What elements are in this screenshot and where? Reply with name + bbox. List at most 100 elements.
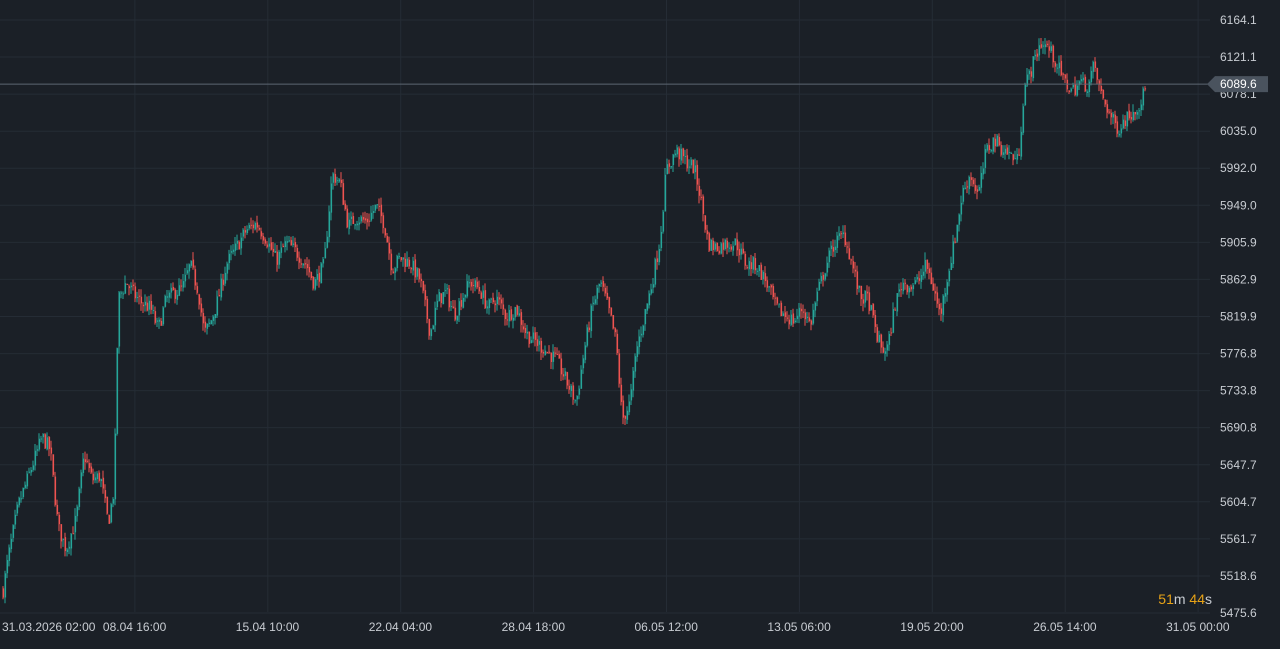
candle-body: [862, 299, 865, 304]
candle-body: [256, 222, 259, 228]
candle-body: [28, 471, 31, 473]
candle-body: [920, 274, 923, 282]
candle-body: [418, 269, 421, 280]
candle-body: [334, 174, 337, 183]
candle-body: [622, 400, 625, 418]
candle-body: [326, 236, 329, 248]
candle-body: [970, 177, 973, 180]
candle-body: [512, 317, 515, 321]
candle-body: [948, 270, 951, 282]
candle-body: [286, 241, 289, 243]
candle-body: [712, 240, 715, 250]
candle-body: [376, 204, 379, 206]
candle-body: [1140, 104, 1143, 111]
candle-body: [656, 258, 659, 263]
candle-body: [1050, 46, 1053, 51]
timer-minutes: 51: [1158, 591, 1174, 607]
candle-body: [440, 293, 443, 304]
candle-body: [508, 310, 511, 322]
candle-body: [1118, 133, 1121, 136]
candle-body: [140, 296, 143, 304]
candle-body: [582, 358, 585, 369]
y-tick-label: 5518.6: [1220, 569, 1257, 583]
candle-body: [216, 296, 219, 316]
candle-body: [110, 504, 113, 523]
candle-body: [324, 248, 327, 259]
candle-body: [1018, 154, 1021, 156]
candle-body: [6, 560, 9, 574]
candle-body: [900, 289, 903, 291]
candle-body: [490, 298, 493, 300]
candle-body: [1000, 145, 1003, 155]
last-price-label: 6089.6: [1220, 77, 1257, 91]
candle-body: [414, 259, 417, 278]
candle-body: [534, 332, 537, 340]
y-tick-label: 6121.1: [1220, 50, 1257, 64]
candle-body: [578, 388, 581, 395]
candle-body: [98, 472, 101, 481]
candle-body: [984, 149, 987, 168]
candle-body: [802, 311, 805, 313]
candle-body: [144, 301, 147, 306]
candle-body: [710, 239, 713, 251]
candle-body: [380, 204, 383, 217]
candle-body: [1116, 121, 1119, 134]
candle-body: [568, 385, 571, 390]
candle-body: [498, 297, 501, 300]
candle-body: [1042, 45, 1045, 47]
candle-body: [38, 438, 41, 450]
candle-body: [548, 351, 551, 353]
candle-body: [820, 275, 823, 282]
candle-body: [26, 473, 29, 487]
candle-body: [16, 504, 19, 514]
candle-body: [1102, 90, 1105, 99]
candle-body: [348, 219, 351, 229]
candle-body: [424, 290, 427, 300]
candle-body: [684, 156, 687, 158]
candle-body: [602, 280, 605, 287]
y-tick-label: 5733.8: [1220, 384, 1257, 398]
candle-body: [372, 211, 375, 214]
candle-body: [870, 305, 873, 310]
candle-body: [536, 339, 539, 346]
candle-body: [408, 259, 411, 267]
candle-body: [776, 297, 779, 304]
candle-body: [608, 297, 611, 309]
candle-body: [460, 300, 463, 307]
candle-body: [1052, 45, 1055, 63]
candle-body: [518, 313, 521, 316]
candle-body: [884, 351, 887, 354]
candle-body: [494, 303, 497, 306]
candle-body: [360, 216, 363, 222]
candle-body: [528, 331, 531, 344]
candle-body: [524, 328, 527, 333]
candle-body: [96, 473, 99, 480]
candle-body: [60, 524, 63, 542]
candle-body: [556, 353, 559, 355]
candle-body: [218, 295, 221, 297]
candle-body: [200, 303, 203, 313]
candle-body: [330, 183, 333, 213]
candle-body: [236, 240, 239, 244]
candle-body: [658, 249, 661, 263]
candle-body: [928, 268, 931, 273]
candle-body: [422, 280, 425, 291]
candle-body: [692, 159, 695, 174]
candle-body: [912, 285, 915, 290]
candle-body: [272, 248, 275, 253]
candle-body: [222, 279, 225, 285]
candle-body: [164, 295, 167, 307]
candle-body: [8, 547, 11, 561]
candle-body: [24, 484, 27, 488]
candle-body: [600, 282, 603, 284]
candle-body: [336, 180, 339, 182]
candle-body: [132, 284, 135, 287]
candle-body: [190, 260, 193, 266]
candle-body: [832, 247, 835, 252]
candle-body: [800, 308, 803, 312]
candle-body: [856, 271, 859, 289]
candle-body: [1090, 70, 1093, 83]
candle-body: [560, 358, 563, 375]
